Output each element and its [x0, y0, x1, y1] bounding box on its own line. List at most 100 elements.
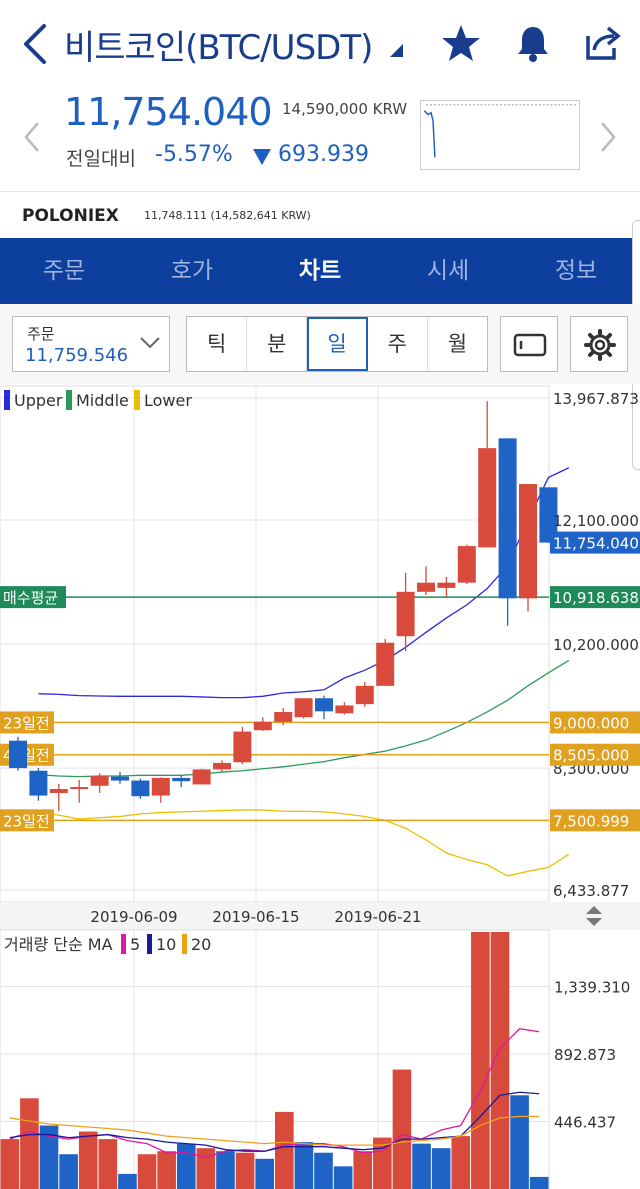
legend-middle: Middle [76, 391, 129, 410]
volume-bar [0, 1139, 20, 1189]
order-value: 11,759.546 [25, 345, 129, 366]
price-tick-label: 13,967.873 [553, 390, 639, 408]
volume-bar [196, 1148, 216, 1189]
level-axis-label: 8,505.000 [553, 747, 629, 765]
candle-body [519, 484, 537, 599]
bell-icon[interactable] [512, 22, 554, 64]
candle-body [457, 546, 476, 583]
volume-bar [20, 1098, 39, 1189]
pane-resize-icon[interactable] [586, 906, 602, 926]
volume-bar [255, 1158, 274, 1189]
band-middle [38, 659, 570, 778]
date-tick-label: 2019-06-21 [334, 908, 421, 926]
volume-bar [216, 1151, 235, 1189]
volume-ma10-line [9, 1091, 540, 1152]
volume-bar [157, 1151, 176, 1189]
legend-upper: Upper [14, 391, 63, 410]
volume-bar [98, 1139, 118, 1189]
level-axis-label: 7,500.999 [553, 812, 629, 830]
exchange-name: POLONIEX [22, 206, 119, 226]
legend-lower: Lower [144, 391, 192, 410]
star-icon[interactable] [440, 22, 482, 64]
change-label: 전일대비 [66, 148, 136, 170]
volume-bar [373, 1137, 392, 1189]
current-price-tag [550, 531, 640, 554]
candle-body [233, 731, 252, 763]
down-arrow-icon [253, 149, 271, 165]
candle-body [294, 698, 313, 718]
top-bar: 비트코인(BTC/USDT) [0, 0, 640, 90]
price-axis: 13,967.87312,100.00010,200.0008,300.0006… [550, 390, 640, 900]
legend-swatch-ma5 [121, 934, 126, 954]
price-levels: 매수평균23일전46일전23일전 [0, 586, 549, 832]
candle-body [49, 789, 68, 793]
tab-info[interactable]: 정보 [554, 258, 598, 284]
chevron-down-icon [140, 337, 160, 349]
candle-body [355, 685, 374, 705]
tab-order[interactable]: 주문 [42, 258, 86, 284]
krw-price: 14,590,000 KRW [282, 100, 408, 118]
current-price-tag-label: 11,754.040 [553, 535, 639, 553]
volume-legend: 거래량 단순 MA 5 10 20 [4, 934, 211, 954]
volume-bar [490, 932, 510, 1189]
candle-body [539, 487, 558, 543]
tab-chart[interactable]: 차트 [298, 258, 342, 284]
level-axis-tag [550, 809, 640, 832]
candle-body [437, 582, 456, 588]
date-tick-label: 2019-06-15 [212, 908, 299, 926]
candle-body [29, 770, 48, 796]
date-tick-label: 2019-06-09 [90, 908, 177, 926]
volume-legend-label: 거래량 단순 MA [4, 935, 113, 954]
level-tag [0, 809, 54, 832]
legend-swatch-upper [4, 390, 10, 410]
candle-body [213, 762, 231, 770]
volume-axis: 1,339.310 892.873 446.437 [554, 979, 630, 1132]
legend-ma5: 5 [130, 935, 140, 954]
mini-price-chart[interactable] [420, 100, 580, 170]
period-month[interactable]: 월 [447, 332, 468, 356]
tab-orderbook[interactable]: 호가 [170, 258, 214, 284]
legend-swatch-ma10 [147, 934, 152, 954]
x-axis: 2019-06-09 2019-06-15 2019-06-21 [90, 908, 421, 926]
period-day[interactable]: 일 [307, 317, 368, 371]
candlesticks [9, 401, 558, 812]
volume-bar [59, 1154, 78, 1189]
candle-body [70, 787, 89, 790]
share-icon[interactable] [582, 22, 624, 64]
price-tick-label: 6,433.877 [553, 882, 629, 900]
volume-bar [39, 1125, 59, 1189]
candle-body [9, 740, 27, 769]
tab-bar: 주문 호가 차트 시세 정보 [0, 238, 640, 304]
band-lower [38, 809, 570, 877]
chart-settings-button[interactable] [570, 316, 628, 372]
price-tick-label: 10,200.000 [553, 636, 639, 654]
candle-body [111, 776, 129, 781]
exchange-price: 11,748.111 (14,582,641 KRW) [144, 209, 311, 222]
candle-body [274, 711, 293, 722]
candle-body [90, 775, 109, 786]
volume-bar [392, 1069, 412, 1189]
volume-bar [314, 1152, 333, 1189]
tab-quotes[interactable]: 시세 [426, 258, 470, 284]
caret-down-icon[interactable] [388, 42, 404, 58]
back-icon[interactable] [20, 22, 50, 66]
volume-bar [412, 1143, 431, 1189]
period-week[interactable]: 주 [368, 317, 428, 371]
period-tick[interactable]: 틱 [187, 317, 248, 371]
chart-layout-button[interactable] [500, 316, 558, 372]
volume-bar [333, 1166, 353, 1189]
candle-body [417, 582, 435, 592]
chevron-left-icon[interactable] [22, 120, 42, 154]
volume-ma20-line [9, 1115, 540, 1146]
volume-ma-lines [9, 1028, 540, 1158]
chart-area[interactable]: Upper Middle Lower 매수평균23일전46일전23일전 13,9… [0, 384, 640, 1189]
level-axis-label: 9,000.000 [553, 714, 629, 732]
legend-swatch-lower [134, 390, 140, 410]
order-price-select[interactable]: 주문 11,759.546 [12, 316, 170, 372]
volume-bar [294, 1142, 314, 1189]
level-tag [0, 711, 54, 734]
period-minute[interactable]: 분 [247, 317, 308, 371]
chevron-right-icon[interactable] [598, 120, 618, 154]
page-title[interactable]: 비트코인(BTC/USDT) [64, 28, 373, 68]
volume-bar [353, 1151, 373, 1189]
